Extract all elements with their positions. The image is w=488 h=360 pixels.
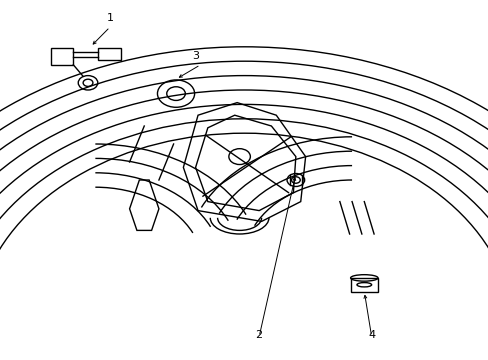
Text: 2: 2 bbox=[255, 330, 262, 340]
Text: 3: 3 bbox=[192, 51, 199, 61]
Text: 1: 1 bbox=[106, 13, 113, 23]
Text: 4: 4 bbox=[367, 330, 374, 340]
